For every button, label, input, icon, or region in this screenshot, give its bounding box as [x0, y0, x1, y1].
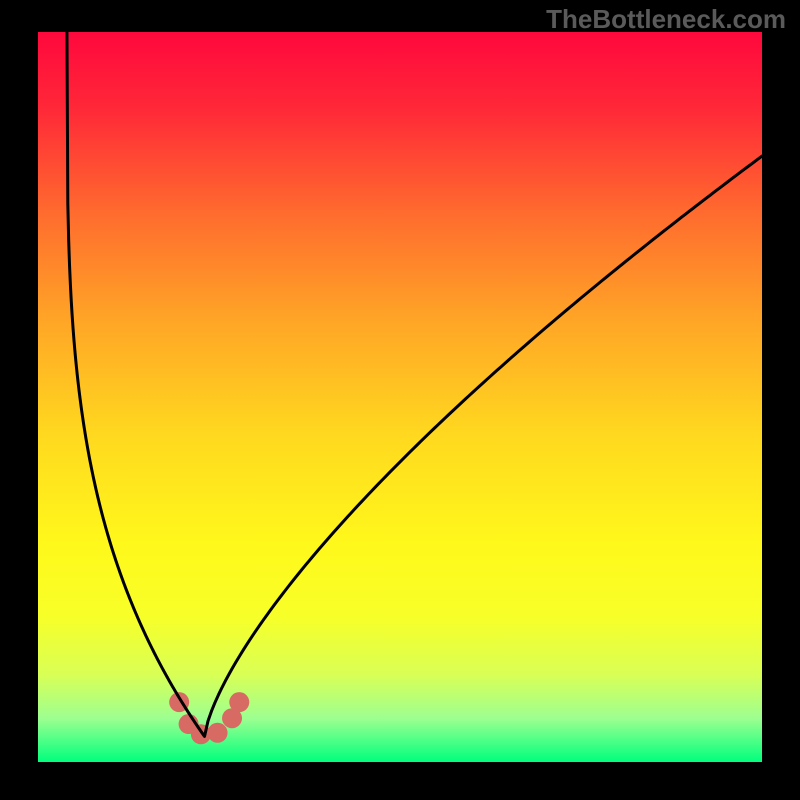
marker-point	[229, 692, 249, 712]
marker-point	[208, 723, 228, 743]
chart-root: TheBottleneck.com	[0, 0, 800, 800]
watermark-text: TheBottleneck.com	[546, 4, 786, 35]
chart-svg	[0, 0, 800, 800]
plot-background-gradient	[38, 32, 762, 762]
